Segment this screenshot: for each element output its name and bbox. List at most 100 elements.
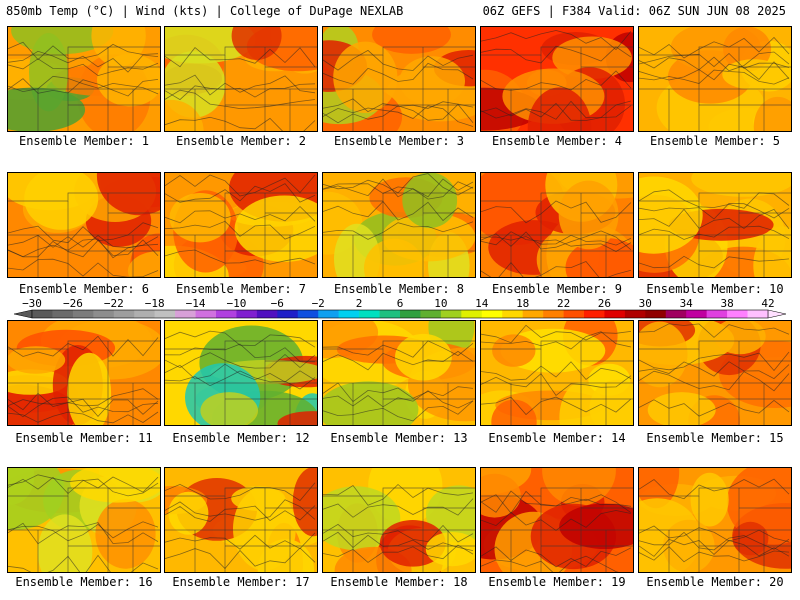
colorbar-segment xyxy=(747,310,769,318)
ensemble-member-label: Ensemble Member: 18 xyxy=(330,575,468,589)
colorbar-tick-label: −26 xyxy=(63,297,83,310)
temperature-colorbar: −30 −26 −22 −18 −14 −10 −6 −2 2 6 10 14 18 22 26 30 34 38… xyxy=(13,297,787,319)
colorbar-segment xyxy=(359,310,380,318)
ensemble-member-label: Ensemble Member: 13 xyxy=(330,431,468,445)
temperature-field-map xyxy=(8,468,160,572)
colorbar-segment xyxy=(32,310,53,318)
ensemble-panel-12 xyxy=(164,320,318,426)
ensemble-member-label: Ensemble Member: 14 xyxy=(488,431,626,445)
temperature-field-map xyxy=(323,321,475,425)
colorbar-segment xyxy=(93,310,115,318)
colorbar-segment xyxy=(216,310,237,318)
ensemble-panel-15 xyxy=(638,320,792,426)
ensemble-panel-20 xyxy=(638,467,792,573)
ensemble-panel-6 xyxy=(7,172,161,278)
colorbar-segment xyxy=(318,310,339,318)
colorbar-segment xyxy=(52,310,74,318)
temperature-field-map xyxy=(639,27,791,131)
ensemble-panel-8 xyxy=(322,172,476,278)
colorbar-tick-label: 18 xyxy=(516,297,529,310)
temperature-field-map xyxy=(481,173,633,277)
colorbar-max-arrow xyxy=(767,309,787,319)
temperature-field-map xyxy=(323,468,475,572)
ensemble-member-label: Ensemble Member: 5 xyxy=(649,134,781,148)
temperature-field-map xyxy=(8,321,160,425)
temperature-field-map xyxy=(481,468,633,572)
ensemble-member-label: Ensemble Member: 6 xyxy=(18,282,150,296)
temperature-field-map xyxy=(481,321,633,425)
colorbar-tick-label: −22 xyxy=(104,297,124,310)
colorbar-segment xyxy=(604,310,626,318)
colorbar-segment xyxy=(440,310,462,318)
temperature-field-map xyxy=(639,468,791,572)
colorbar-segment xyxy=(175,310,196,318)
colorbar-segment xyxy=(256,310,278,318)
ensemble-panel-2 xyxy=(164,26,318,132)
colorbar-segment xyxy=(277,310,299,318)
ensemble-member-label: Ensemble Member: 10 xyxy=(646,282,784,296)
ensemble-panel-10 xyxy=(638,172,792,278)
ensemble-member-label: Ensemble Member: 19 xyxy=(488,575,626,589)
ensemble-panel-18 xyxy=(322,467,476,573)
ensemble-member-label: Ensemble Member: 20 xyxy=(646,575,784,589)
ensemble-member-label: Ensemble Member: 12 xyxy=(172,431,310,445)
ensemble-panel-4 xyxy=(480,26,634,132)
temperature-field-map xyxy=(8,27,160,131)
ensemble-member-label: Ensemble Member: 4 xyxy=(491,134,623,148)
colorbar-tick-label: −6 xyxy=(271,297,284,310)
colorbar-tick-label: 26 xyxy=(598,297,611,310)
ensemble-panel-5 xyxy=(638,26,792,132)
colorbar-tick-label: −18 xyxy=(145,297,165,310)
ensemble-member-label: Ensemble Member: 1 xyxy=(18,134,150,148)
colorbar-segment xyxy=(563,310,585,318)
colorbar-segment xyxy=(113,310,135,318)
ensemble-panel-1 xyxy=(7,26,161,132)
colorbar-segment xyxy=(727,310,748,318)
temperature-field-map xyxy=(323,27,475,131)
colorbar-segment xyxy=(481,310,503,318)
ensemble-panel-19 xyxy=(480,467,634,573)
ensemble-member-label: Ensemble Member: 2 xyxy=(175,134,307,148)
temperature-field-map xyxy=(165,321,317,425)
colorbar-segment xyxy=(154,310,176,318)
ensemble-member-label: Ensemble Member: 8 xyxy=(333,282,465,296)
ensemble-panel-3 xyxy=(322,26,476,132)
colorbar-min-arrow xyxy=(13,309,33,319)
ensemble-panel-13 xyxy=(322,320,476,426)
ensemble-member-label: Ensemble Member: 17 xyxy=(172,575,310,589)
ensemble-member-label: Ensemble Member: 16 xyxy=(15,575,153,589)
colorbar-segment xyxy=(338,310,360,318)
temperature-field-map xyxy=(481,27,633,131)
ensemble-panel-9 xyxy=(480,172,634,278)
ensemble-panel-14 xyxy=(480,320,634,426)
colorbar-segment xyxy=(195,310,217,318)
colorbar-tick-label: 38 xyxy=(720,297,733,310)
colorbar-tick-label: −30 xyxy=(22,297,42,310)
colorbar-segment xyxy=(543,310,564,318)
colorbar-tick-label: −2 xyxy=(312,297,325,310)
colorbar-segment xyxy=(706,310,728,318)
temperature-field-map xyxy=(165,173,317,277)
colorbar-tick-label: −14 xyxy=(186,297,206,310)
colorbar-tick-label: 14 xyxy=(475,297,489,310)
colorbar-segment xyxy=(400,310,421,318)
colorbar-tick-label: −10 xyxy=(226,297,246,310)
ensemble-panel-7 xyxy=(164,172,318,278)
temperature-field-map xyxy=(165,27,317,131)
colorbar-segment xyxy=(461,310,483,318)
colorbar-tick-label: 2 xyxy=(356,297,363,310)
ensemble-panel-16 xyxy=(7,467,161,573)
temperature-field-map xyxy=(165,468,317,572)
colorbar-tick-label: 30 xyxy=(639,297,652,310)
ensemble-member-label: Ensemble Member: 9 xyxy=(491,282,623,296)
colorbar-tick-label: 42 xyxy=(761,297,774,310)
colorbar-segment xyxy=(584,310,605,318)
colorbar-tick-label: 22 xyxy=(557,297,570,310)
colorbar-segment xyxy=(686,310,707,318)
colorbar-segment xyxy=(624,310,646,318)
temperature-field-map xyxy=(639,173,791,277)
ensemble-member-label: Ensemble Member: 3 xyxy=(333,134,465,148)
temperature-field-map xyxy=(639,321,791,425)
colorbar-segment xyxy=(645,310,667,318)
colorbar-segment xyxy=(502,310,523,318)
